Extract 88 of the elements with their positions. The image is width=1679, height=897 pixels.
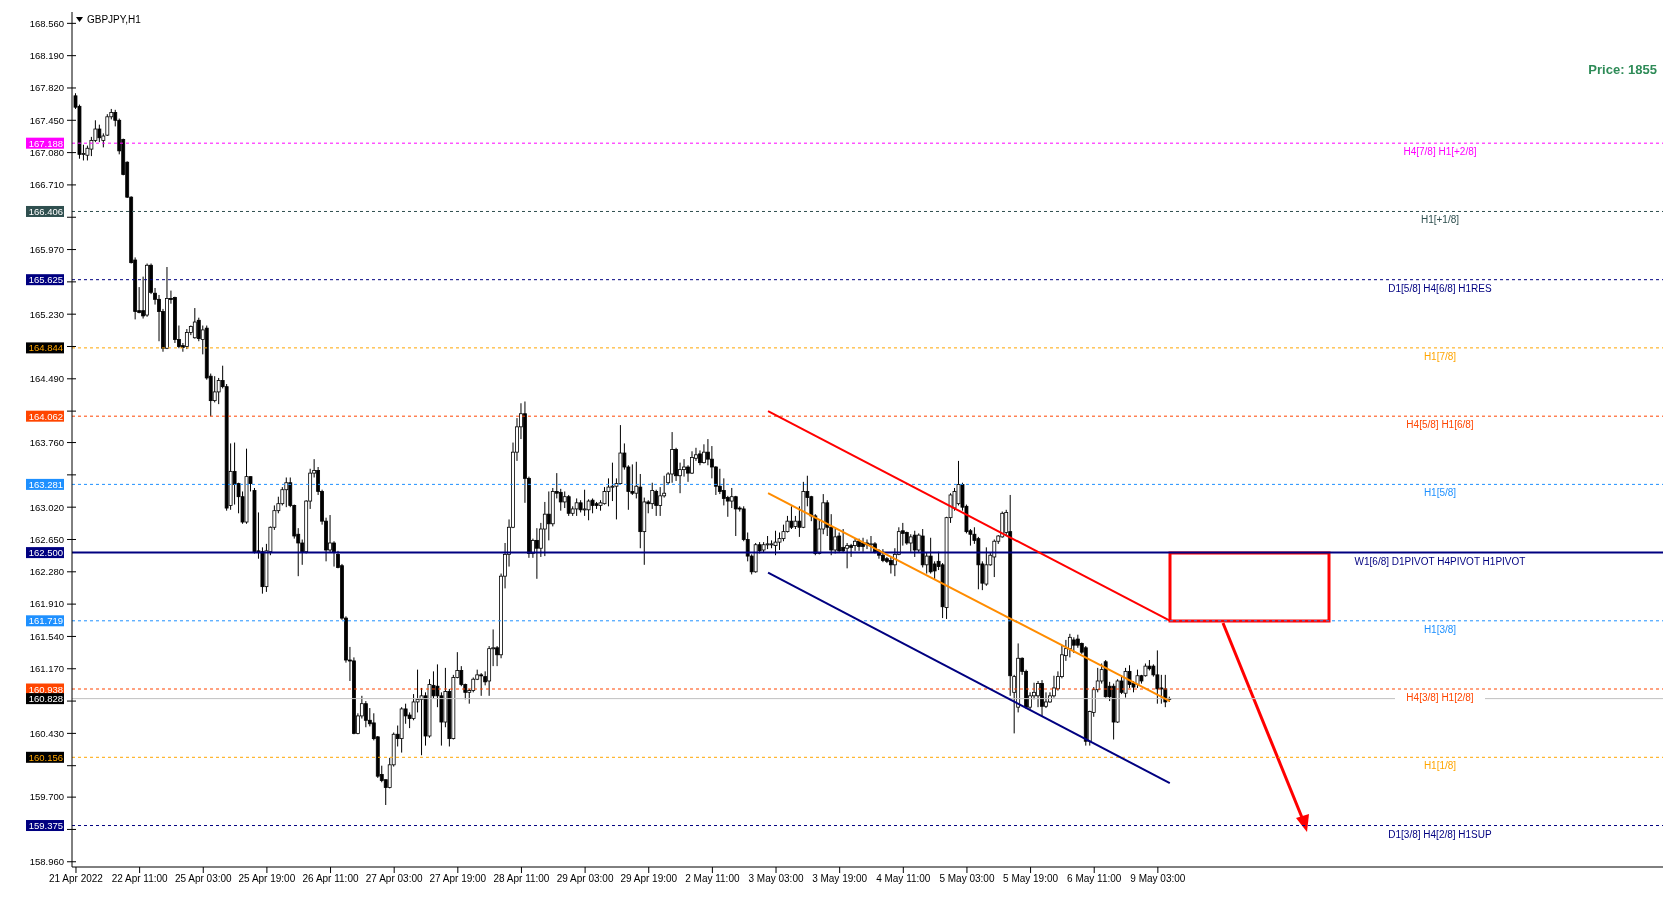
x-tick-label: 25 Apr 19:00 [238, 873, 296, 885]
y-tick-label: 164.490 [29, 373, 64, 385]
candlestick [1155, 649, 1160, 705]
candlestick [1123, 667, 1128, 699]
candlestick [558, 488, 563, 512]
candlestick [232, 442, 237, 506]
annotation: W1[6/8] D1PIVOT H4PIVOT H1PIVOT [1354, 555, 1526, 567]
annotation: H1[5/8] [1423, 487, 1457, 499]
x-tick-label: 29 Apr 19:00 [620, 873, 678, 885]
ref-line-label: 160.828 [28, 693, 63, 705]
y-tick-label: 161.540 [29, 630, 64, 642]
x-tick-label: 28 Apr 11:00 [493, 873, 550, 885]
y-tick-label: 166.710 [29, 179, 64, 191]
y-tick-label: 167.080 [29, 146, 64, 158]
ref-line-label: 161.719 [28, 615, 63, 627]
y-tick-label: 168.190 [29, 49, 64, 61]
chart-title: GBPJPY,H1 [87, 14, 141, 25]
candlestick [928, 537, 933, 575]
annotation: H1[7/8] [1423, 350, 1457, 362]
y-tick-label: 165.230 [29, 308, 64, 320]
y-tick-label: 161.170 [29, 663, 64, 675]
ref-line-label: 166.406 [28, 205, 63, 217]
x-tick-label: 3 May 03:00 [748, 873, 804, 885]
x-tick-label: 25 Apr 03:00 [174, 873, 233, 885]
x-tick-label: 6 May 11:00 [1067, 873, 1122, 885]
candlestick [546, 490, 551, 541]
text: Price: 1855 [1588, 62, 1657, 77]
x-tick-label: 9 May 03:00 [1130, 873, 1186, 885]
annotation: H1[1/8] [1423, 760, 1457, 772]
candlestick [1052, 675, 1056, 699]
candlestick [1067, 633, 1072, 658]
candlestick [1000, 511, 1005, 539]
ref-line-label: 160.938 [28, 683, 63, 695]
candlestick [1036, 680, 1040, 708]
candlestick [566, 494, 571, 517]
candlestick [212, 375, 217, 403]
candlestick [650, 482, 655, 510]
x-tick-label: 3 May 19:00 [812, 873, 868, 885]
x-tick-label: 5 May 03:00 [939, 873, 995, 885]
x-tick-label: 27 Apr 19:00 [429, 873, 487, 885]
annotation: H4[3/8] H1[2/8] [1406, 692, 1474, 704]
candlestick [992, 539, 997, 578]
x-tick-label: 2 May 11:00 [685, 873, 740, 885]
candlestick [849, 543, 853, 558]
x-tick-label: 21 Apr 2022 [49, 873, 104, 885]
x-tick-label: 22 Apr 11:00 [111, 873, 169, 885]
y-tick-label: 163.020 [29, 501, 64, 513]
y-tick-label: 162.280 [29, 566, 64, 578]
ref-line-label: 164.844 [28, 342, 63, 354]
y-tick-label: 158.960 [29, 856, 64, 868]
y-tick-label: 163.760 [29, 436, 64, 448]
x-tick-label: 4 May 11:00 [876, 873, 931, 885]
y-tick-label: 165.970 [29, 243, 64, 255]
annotation: H1[3/8] [1423, 623, 1457, 635]
annotation: D1[3/8] H4[2/8] H1SUP [1388, 828, 1493, 840]
x-tick-label: 27 Apr 03:00 [365, 873, 423, 885]
candlestick [363, 700, 368, 728]
x-tick-label: 29 Apr 03:00 [556, 873, 614, 885]
candlestick [702, 443, 706, 465]
ref-line-label: 162.500 [28, 547, 63, 559]
annotation: H1[+1/8] [1420, 214, 1460, 226]
candlestick [869, 535, 873, 553]
candlestick [729, 487, 734, 509]
candlestick [284, 476, 289, 508]
x-tick-label: 26 Apr 11:00 [302, 873, 359, 885]
y-tick-label: 161.910 [29, 598, 64, 610]
ref-line-label: 160.156 [28, 751, 63, 763]
ref-line-label: 163.281 [28, 478, 63, 490]
y-tick-label: 168.560 [29, 17, 64, 29]
y-tick-label: 167.820 [29, 82, 64, 94]
y-tick-label: 160.430 [29, 727, 64, 739]
annotation: H4[7/8] H1[+2/8] [1403, 146, 1477, 158]
candlestick [328, 514, 332, 554]
y-tick-label: 167.450 [29, 114, 64, 126]
y-tick-label: 162.650 [29, 533, 64, 545]
candlestick [534, 527, 539, 580]
ref-line-label: 159.375 [28, 820, 63, 832]
ref-line-label: 164.062 [28, 410, 63, 422]
candlestick [1159, 674, 1164, 705]
candlestick [733, 495, 738, 537]
annotation: D1[5/8] H4[6/8] H1RES [1388, 282, 1493, 294]
ref-line-label: 165.625 [28, 274, 63, 286]
ref-line-label: 167.188 [28, 137, 63, 149]
x-tick-label: 5 May 19:00 [1003, 873, 1059, 885]
candlestick [1040, 679, 1044, 718]
annotation: H4[5/8] H1[6/8] [1406, 419, 1474, 431]
candlestick [658, 486, 663, 517]
y-tick-label: 159.700 [29, 791, 64, 803]
